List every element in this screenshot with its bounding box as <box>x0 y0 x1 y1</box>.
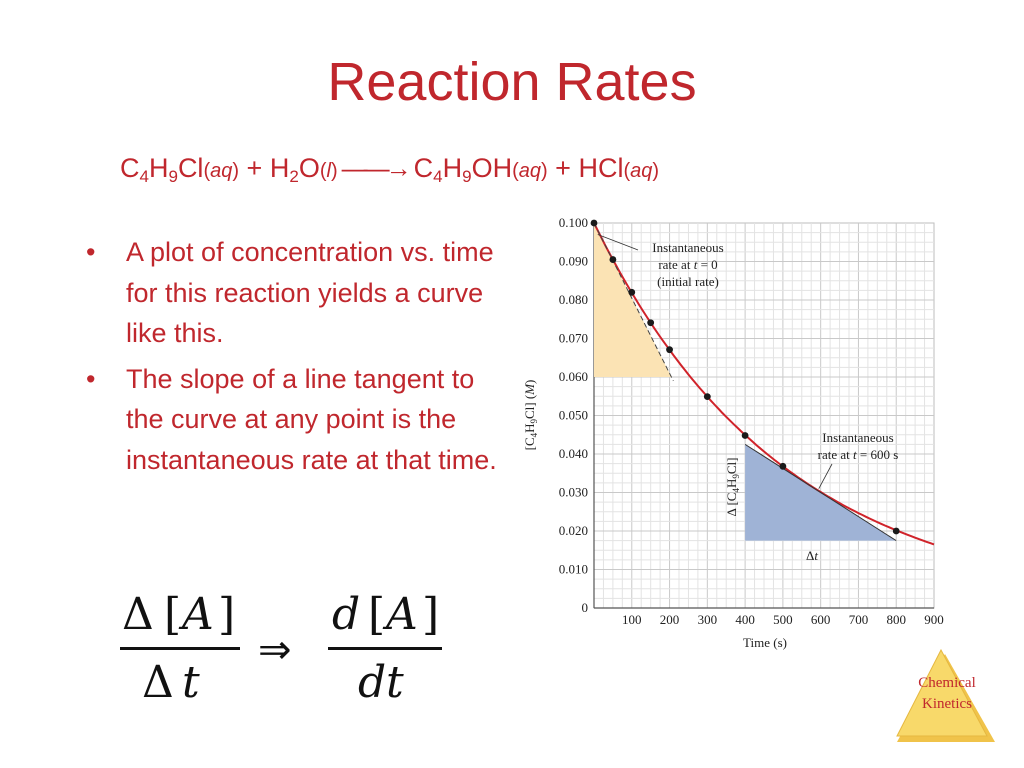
chart-grid <box>593 222 935 609</box>
badge-triangle <box>896 648 988 737</box>
annotation-600s-rate: Instantaneous rate at t = 600 s <box>818 430 899 462</box>
y-tick-label: 0.080 <box>559 292 588 307</box>
annotation-line: Instantaneous <box>822 430 893 445</box>
x-tick-label: 800 <box>886 612 906 627</box>
tangent-line-600s <box>744 443 897 542</box>
formula-bracket-close: ] <box>422 589 439 640</box>
formula-bracket-close: ] <box>218 589 235 640</box>
bullet-list: • A plot of concentration vs. time for th… <box>86 232 506 485</box>
bullet-item: • The slope of a line tangent to the curv… <box>86 359 506 481</box>
x-axis-label: Time (s) <box>743 635 787 650</box>
concentration-time-chart: 0 0.010 0.020 0.030 0.040 0.050 0.060 0.070 0.08… <box>522 215 944 650</box>
badge-line2: Kinetics <box>922 696 972 712</box>
badge-line1: Chemical <box>918 675 975 691</box>
data-point <box>609 256 617 263</box>
x-tick-label: 100 <box>622 612 642 627</box>
annotation-initial-rate: Instantaneous rate at t = 0 (initial rat… <box>652 240 723 289</box>
reactant-water: H2O(l) <box>269 153 338 186</box>
slide-title: Reaction Rates <box>327 52 697 112</box>
plus-sign: + <box>555 153 571 183</box>
data-point <box>590 219 598 227</box>
y-tick-label: 0.030 <box>559 485 588 500</box>
y-tick-label: 0.100 <box>559 215 588 230</box>
formula-A: A <box>382 589 418 640</box>
data-point <box>703 393 711 401</box>
y-tick-label: 0.050 <box>559 408 588 423</box>
bullet-marker: • <box>86 363 96 394</box>
product-c4h9oh: C4H9OH(aq) <box>413 153 548 186</box>
formula-implies: ⇒ <box>258 627 292 673</box>
y-tick-label: 0.020 <box>559 523 588 538</box>
x-tick-label: 900 <box>924 612 944 627</box>
annotation-line: (initial rate) <box>657 274 719 289</box>
initial-tangent-line <box>593 222 674 382</box>
reaction-arrow: ——→ <box>341 153 412 183</box>
data-point <box>647 319 655 327</box>
formula-d: d <box>332 589 360 640</box>
bullet-marker: • <box>86 237 96 267</box>
formula-bracket-open: [ <box>164 589 181 640</box>
x-tick-label: 400 <box>735 612 755 627</box>
tick-labels: 0 0.010 0.020 0.030 0.040 0.050 0.060 0.070 0.08… <box>559 215 944 627</box>
bullet-text: A plot of concentration vs. time for thi… <box>126 237 494 348</box>
x-tick-label: 600 <box>811 612 831 627</box>
reactant-c4h9cl: C4H9Cl(aq) <box>120 153 240 186</box>
delta-t-label: Δt <box>806 548 818 563</box>
fraction-bar <box>328 647 442 650</box>
fraction-bar <box>120 647 240 650</box>
y-tick-label: 0.060 <box>559 369 588 384</box>
formula-t: t <box>386 657 404 708</box>
formula-d: d <box>358 657 386 708</box>
x-tick-label: 200 <box>660 612 680 627</box>
data-point <box>741 432 749 439</box>
data-point <box>628 288 636 296</box>
annotation-line: rate at t = 0 <box>658 257 717 272</box>
reaction-equation: C4H9Cl(aq) + H2O(l) ——→ C4H9OH(aq) + HCl(a… <box>120 153 660 186</box>
y-axis-label: [C4H9Cl] (M) <box>522 380 539 451</box>
bullet-text: The slope of a line tangent to the curve… <box>126 363 497 475</box>
data-point <box>666 346 673 354</box>
formula-delta: Δ <box>142 657 174 708</box>
annotation-leader <box>818 463 833 489</box>
annotation-line: rate at t = 600 s <box>818 447 899 462</box>
x-tick-label: 300 <box>698 612 718 627</box>
y-tick-label: 0.090 <box>559 254 588 269</box>
data-point <box>892 527 900 535</box>
initial-rate-triangle <box>594 223 672 377</box>
x-tick-label: 700 <box>849 612 869 627</box>
x-tick-label: 500 <box>773 612 793 627</box>
delta-concentration-label: Δ [C4H9Cl] <box>724 458 741 517</box>
formula-bracket-open: [ <box>368 589 385 640</box>
y-tick-label: 0.070 <box>559 331 588 346</box>
y-tick-label: 0 <box>582 600 589 615</box>
formula-delta: Δ <box>122 589 154 640</box>
derivative-formula: Δ [ A ] Δ t ⇒ d [ A ] d t <box>120 589 442 708</box>
formula-A: A <box>178 589 214 640</box>
product-hcl: HCl(aq) <box>578 153 660 183</box>
formula-t: t <box>182 657 200 708</box>
bullet-item: • A plot of concentration vs. time for th… <box>86 232 506 354</box>
y-tick-label: 0.010 <box>559 562 588 577</box>
data-points <box>590 219 900 535</box>
chemical-kinetics-badge: Chemical Kinetics <box>896 648 995 742</box>
data-point <box>779 462 787 470</box>
annotation-line: Instantaneous <box>652 240 723 255</box>
annotation-leader <box>597 234 639 251</box>
plus-sign: + <box>246 153 263 183</box>
y-tick-label: 0.040 <box>559 446 588 461</box>
chart-labels: Time (s) [C4H9Cl] (M) Instantaneous rate… <box>522 240 898 650</box>
